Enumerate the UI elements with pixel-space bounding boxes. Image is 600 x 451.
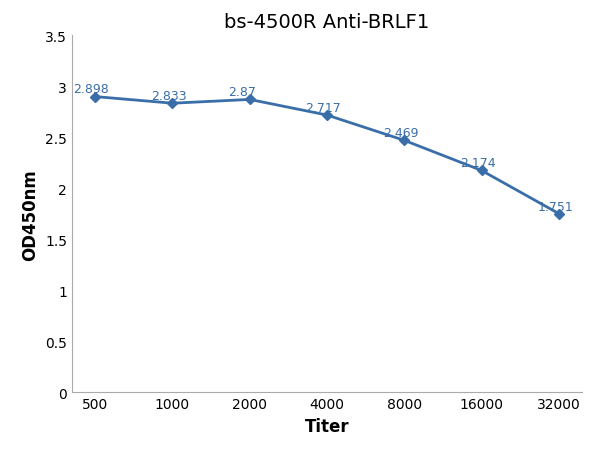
Text: 1.751: 1.751 xyxy=(537,200,573,213)
Text: 2.833: 2.833 xyxy=(151,90,187,103)
Text: 2.174: 2.174 xyxy=(460,157,496,170)
Text: 2.898: 2.898 xyxy=(74,83,109,96)
Text: 2.717: 2.717 xyxy=(305,102,341,115)
X-axis label: Titer: Titer xyxy=(305,417,349,435)
Title: bs-4500R Anti-BRLF1: bs-4500R Anti-BRLF1 xyxy=(224,13,430,32)
Text: 2.469: 2.469 xyxy=(383,127,418,140)
Y-axis label: OD450nm: OD450nm xyxy=(22,169,40,260)
Text: 2.87: 2.87 xyxy=(228,86,256,99)
